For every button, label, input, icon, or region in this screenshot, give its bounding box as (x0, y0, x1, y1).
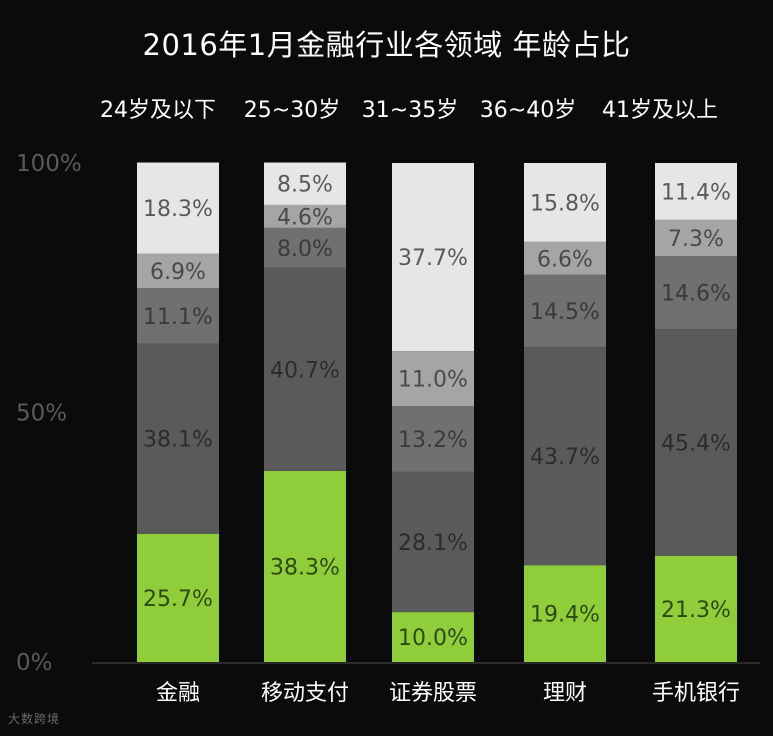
bar-value-label: 38.3% (270, 555, 340, 580)
bar-value-label: 14.5% (530, 300, 600, 325)
legend-entry: 25~30岁 (243, 98, 341, 123)
bar-segment (137, 533, 219, 662)
bar-value-label: 8.0% (277, 237, 333, 262)
bar-value-label: 19.4% (530, 603, 600, 628)
bar-value-label: 6.9% (150, 260, 206, 285)
bar-segment (264, 267, 346, 471)
bar-segment (392, 351, 474, 407)
category-label: 理财 (543, 681, 587, 706)
y-tick-label: 100% (16, 151, 82, 177)
category-label: 移动支付 (261, 681, 349, 706)
legend-entry: 31~35岁 (361, 98, 459, 123)
bar-segment (264, 162, 346, 205)
bar-segment (655, 256, 737, 330)
legend-entry: 41岁及以上 (602, 98, 718, 123)
bar-value-label: 10.0% (398, 626, 468, 651)
bar-value-label: 6.6% (537, 247, 593, 272)
bar-segment (264, 204, 346, 228)
bar-value-label: 18.3% (143, 197, 213, 222)
bar-segment (524, 241, 606, 275)
bar-segment (524, 274, 606, 348)
y-tick-label: 0% (16, 650, 53, 676)
bar-segment (655, 163, 737, 220)
bar-value-label: 28.1% (398, 531, 468, 556)
bar-segment (392, 612, 474, 662)
bar-value-label: 43.7% (530, 445, 600, 470)
bar-value-label: 14.6% (661, 282, 731, 307)
bar-value-label: 8.5% (277, 173, 333, 198)
category-label: 证券股票 (389, 681, 477, 706)
bar-segment (524, 565, 606, 662)
bar-segment (524, 347, 606, 566)
legend-entry: 24岁及以下 (100, 98, 216, 123)
bar-value-label: 15.8% (530, 191, 600, 216)
bar-segment (392, 163, 474, 352)
bar-value-label: 45.4% (661, 431, 731, 456)
category-label: 手机银行 (652, 681, 740, 706)
bar-value-label: 11.4% (661, 180, 731, 205)
bar-value-label: 21.3% (661, 598, 731, 623)
category-label: 金融 (156, 681, 200, 706)
bar-segment (655, 219, 737, 257)
y-tick-label: 50% (16, 401, 67, 427)
bar-segment (264, 227, 346, 268)
bar-value-label: 38.1% (143, 428, 213, 453)
bar-value-label: 25.7% (143, 587, 213, 612)
chart-title: 2016年1月金融行业各领域 年龄占比 (142, 28, 631, 62)
bar-value-label: 11.0% (398, 368, 468, 393)
legend: 24岁及以下 25~30岁 31~35岁 36~40岁 41岁及以上 (0, 92, 773, 123)
bar-segment (137, 162, 219, 254)
bar-value-label: 40.7% (270, 358, 340, 383)
bar-value-label: 37.7% (398, 246, 468, 271)
bar-segment (137, 343, 219, 534)
bar-value-label: 4.6% (277, 205, 333, 230)
bar-value-label: 11.1% (143, 305, 213, 330)
bar-value-label: 7.3% (668, 227, 724, 252)
bar-segment (392, 471, 474, 613)
bar-segment (137, 253, 219, 289)
bar-segment (392, 406, 474, 472)
legend-entry: 36~40岁 (479, 98, 577, 123)
bar-segment (137, 288, 219, 344)
bar-segment (524, 163, 606, 242)
bar-segment (655, 329, 737, 556)
watermark-text: 大数跨境 (8, 712, 61, 726)
bar-segment (655, 555, 737, 662)
bar-value-label: 13.2% (398, 428, 468, 453)
bar-segment (264, 470, 346, 662)
